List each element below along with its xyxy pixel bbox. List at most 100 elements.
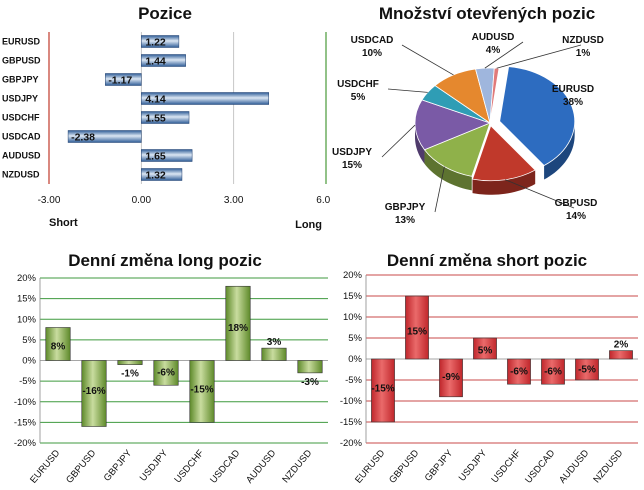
data-label: 1.44 (145, 56, 166, 68)
pie-value-label: 14% (566, 211, 586, 222)
y-tick-label: 10% (17, 314, 37, 325)
data-label: 5% (478, 346, 493, 357)
bar (141, 149, 193, 162)
x-tick-label: USDCHF (489, 448, 523, 486)
x-tick-label: -3.00 (38, 195, 61, 206)
pie-slice (423, 122, 491, 177)
positions-plot: EURUSD 1.22 GBPUSD 1.44 GBPJPY -1.17 USDJPY 4.1… (2, 32, 330, 231)
pie-slice (499, 66, 576, 167)
short-change-chart: Denní změna short pozic -20% -15% -10% -5% 0… (330, 246, 644, 490)
y-tick-label: -5% (345, 375, 362, 386)
pie-label: GBPJPY (385, 202, 426, 213)
data-label: -16% (82, 386, 105, 397)
pie-slice-side (424, 149, 472, 191)
pie-label: NZDUSD (562, 35, 604, 46)
y-tick-label: 10% (343, 312, 363, 323)
pie-value-label: 10% (362, 48, 382, 59)
pie-value-label: 5% (351, 92, 366, 103)
pie-value-label: 1% (576, 48, 591, 59)
pie-label: AUDUSD (472, 32, 515, 43)
x-tick-label: USDJPY (457, 447, 490, 483)
bar (153, 360, 179, 386)
category-label: AUDUSD (2, 151, 41, 161)
data-label: -1.17 (108, 75, 132, 87)
bar (609, 350, 633, 360)
x-tick-label: USDCAD (208, 448, 242, 486)
data-label: 2% (614, 340, 629, 351)
x-tick-label: EURUSD (28, 448, 62, 486)
x-tick-label: GBPUSD (64, 448, 98, 486)
y-tick-label: -15% (14, 417, 37, 428)
long-change-title: Denní změna long pozic (68, 251, 262, 270)
bar (141, 168, 183, 181)
category-label: GBPJPY (2, 75, 39, 85)
data-label: 3% (267, 337, 282, 348)
y-tick-label: 15% (17, 294, 37, 305)
data-label: 18% (228, 323, 248, 334)
bar (225, 285, 251, 361)
pie-leader-line (434, 166, 445, 213)
data-label: -3% (301, 377, 319, 388)
pie-leader-line (496, 44, 582, 69)
bar (261, 347, 287, 361)
positions-title: Pozice (138, 4, 192, 23)
short-change-title: Denní změna short pozic (386, 251, 588, 270)
y-tick-label: -5% (19, 376, 36, 387)
open-positions-pie: EURUSD 38% GBPUSD 14% GBPJPY 13% USDJPY 15% USDC… (332, 32, 604, 226)
y-tick-label: -20% (340, 438, 363, 449)
pie-value-label: 15% (342, 160, 362, 171)
open-positions-chart: Množství otevřených pozic EURUSD 38% GBPUS… (330, 0, 644, 240)
bar (141, 35, 180, 48)
x-tick-label: 6.00 (316, 195, 330, 206)
x-tick-label: GBPUSD (387, 448, 421, 486)
data-label: 1.65 (145, 151, 166, 163)
y-tick-label: -15% (340, 417, 363, 428)
bar (473, 337, 497, 360)
data-label: -5% (578, 364, 596, 375)
long-change-plot: -20% -15% -10% -5% 0% 5% 10% 15% 20% 8% EURUSD -16%… (14, 273, 328, 486)
category-label: GBPUSD (2, 56, 41, 66)
pie-value-label: 38% (563, 97, 583, 108)
long-label: Long (295, 219, 322, 231)
bar (81, 360, 107, 427)
pie-value-label: 13% (395, 215, 415, 226)
bar (189, 360, 215, 423)
y-tick-label: 20% (343, 270, 363, 281)
open-positions-title: Množství otevřených pozic (378, 4, 596, 23)
pie-label: USDJPY (332, 147, 372, 158)
long-change-chart: Denní změna long pozic -20% -15% -10% -5% 0%… (0, 246, 330, 490)
short-change-plot: -20% -15% -10% -5% 0% 5% 10% 15% 20% -15% EURUSD 15… (340, 270, 638, 486)
data-label: 1.22 (145, 37, 166, 49)
bar (141, 92, 270, 105)
short-label: Short (49, 217, 78, 229)
bar (105, 73, 142, 86)
category-label: EURUSD (2, 37, 41, 47)
x-tick-label: GBPJPY (423, 447, 456, 483)
y-tick-label: -20% (14, 438, 37, 449)
bar (45, 327, 71, 361)
pie-slice-side (415, 123, 425, 164)
x-tick-label: NZDUSD (280, 448, 314, 485)
pie-leader-line (381, 124, 416, 158)
y-tick-label: 0% (348, 354, 362, 365)
pie-leader-line (387, 88, 428, 93)
y-tick-label: -10% (14, 397, 37, 408)
bar (405, 295, 429, 360)
bar (371, 358, 395, 423)
x-tick-label: NZDUSD (591, 448, 625, 485)
bar (507, 358, 531, 385)
pie-slice-side (544, 121, 575, 180)
pie-value-label: 4% (486, 45, 501, 56)
x-tick-label: 0.00 (132, 195, 152, 206)
data-label: 4.14 (145, 94, 166, 106)
data-label: 15% (407, 327, 427, 338)
y-tick-label: 20% (17, 273, 37, 284)
data-label: -6% (157, 368, 175, 379)
bar (67, 130, 142, 143)
category-label: NZDUSD (2, 170, 40, 180)
category-label: USDCAD (2, 132, 41, 142)
x-tick-label: USDCAD (523, 448, 557, 486)
y-tick-label: 15% (343, 291, 363, 302)
data-label: -9% (442, 372, 460, 383)
category-label: USDCHF (2, 113, 40, 123)
